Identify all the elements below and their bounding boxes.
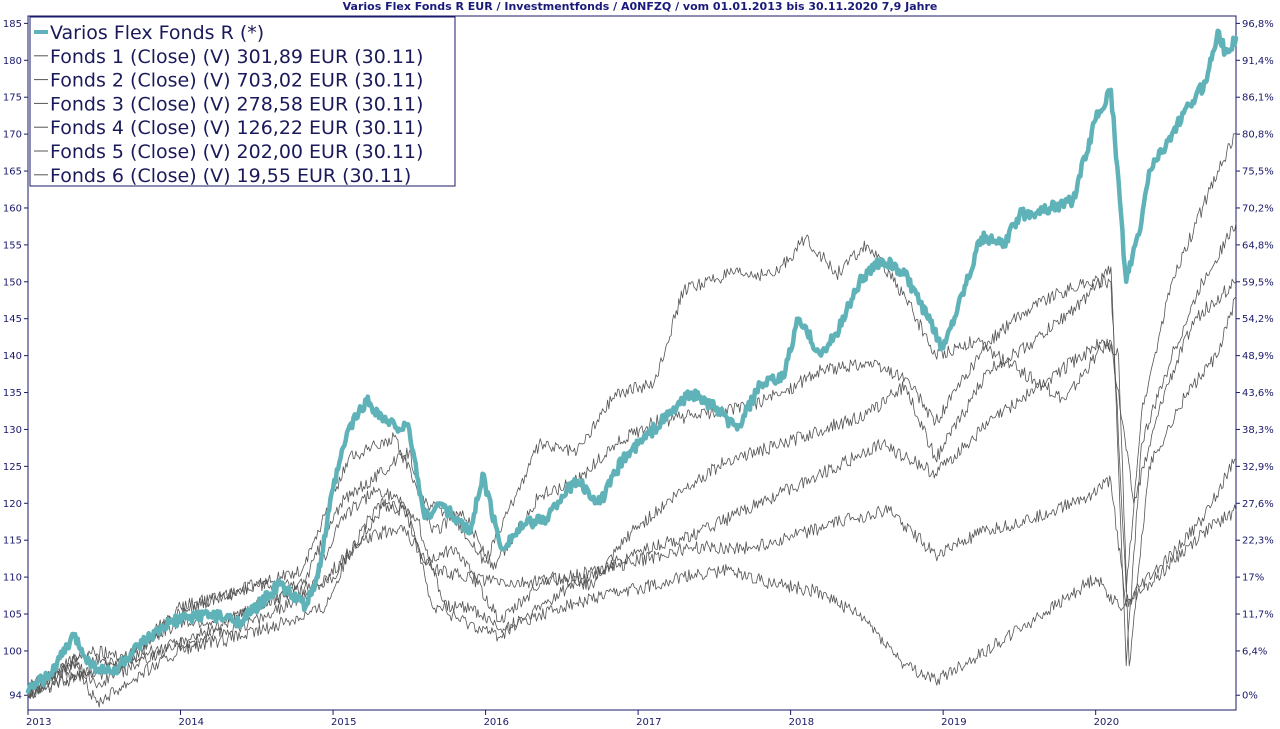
y-tick-label-right: 75,5% [1242,167,1274,178]
series-line [27,497,1237,699]
y-tick-label-left: 140 [3,351,22,362]
legend-label: Fonds 4 (Close) (V) 126,22 EUR (30.11) [50,117,423,139]
y-tick-label-left: 135 [3,388,22,399]
y-tick-label-left: 175 [3,93,22,104]
x-tick-label: 2017 [636,717,661,728]
y-tick-label-left: 105 [3,610,22,621]
x-tick-label: 2013 [26,717,51,728]
series-line [27,234,1237,690]
y-axis-left: 94 100 105 110 115 120 125 130 135 140 145 150 155 16… [3,19,28,702]
x-tick-label: 2014 [179,717,204,728]
y-tick-label-left: 115 [3,536,22,547]
legend-label: Varios Flex Fonds R (*) [50,22,264,44]
y-axis-right: 0% 6,4% 11,7% 17% 22,3% 27,6% 32,9% 38,3% 43,6% 4… [1236,19,1274,702]
y-tick-label-right: 64,8% [1242,240,1274,251]
y-tick-label-right: 59,5% [1242,277,1274,288]
y-tick-label-right: 80,8% [1242,130,1274,141]
y-tick-label-right: 27,6% [1242,499,1274,510]
y-tick-label-right: 11,7% [1242,610,1274,621]
x-tick-label: 2018 [789,717,814,728]
y-tick-label-right: 54,2% [1242,314,1274,325]
plot-border [27,15,1237,711]
y-tick-label-right: 70,2% [1242,203,1274,214]
x-axis: 2013 2014 2015 2016 2017 2018 2019 2020 [26,710,1119,728]
y-tick-label-right: 48,9% [1242,351,1274,362]
legend-label: Fonds 1 (Close) (V) 301,89 EUR (30.11) [50,46,423,68]
y-tick-label-left: 125 [3,462,22,473]
y-tick-label-left: 110 [3,573,22,584]
y-tick-label-left: 170 [3,130,22,141]
axis-frame [27,15,1237,711]
x-tick-label: 2020 [1094,717,1119,728]
x-tick-label: 2015 [331,717,356,728]
y-tick-label-left: 180 [3,56,22,67]
y-tick-label-left: 94 [9,691,22,702]
series-line [27,458,1237,699]
legend-label: Fonds 6 (Close) (V) 19,55 EUR (30.11) [50,165,411,187]
series-line-main [25,28,1239,694]
y-tick-label-left: 165 [3,167,22,178]
legend-label: Fonds 2 (Close) (V) 703,02 EUR (30.11) [50,70,423,92]
x-tick-label: 2016 [484,717,509,728]
chart-title: Varios Flex Fonds R EUR / Investmentfond… [342,0,938,13]
series-line [27,296,1237,708]
y-tick-label-right: 91,4% [1242,56,1274,67]
legend-label: Fonds 3 (Close) (V) 278,58 EUR (30.11) [50,93,423,115]
y-tick-label-right: 38,3% [1242,425,1274,436]
x-tick-label: 2019 [941,717,966,728]
y-tick-label-left: 150 [3,277,22,288]
y-tick-label-left: 185 [3,19,22,30]
series-line [27,133,1237,698]
y-tick-label-left: 100 [3,646,22,657]
y-tick-label-right: 22,3% [1242,536,1274,547]
legend-label: Fonds 5 (Close) (V) 202,00 EUR (30.11) [50,141,423,163]
y-tick-label-left: 130 [3,425,22,436]
legend: Varios Flex Fonds R (*)Fonds 1 (Close) (… [29,16,456,187]
y-tick-label-left: 120 [3,499,22,510]
series-group [25,28,1239,708]
y-tick-label-right: 32,9% [1242,462,1274,473]
y-tick-label-right: 43,6% [1242,388,1274,399]
series-line [27,222,1237,699]
y-tick-label-left: 155 [3,240,22,251]
y-tick-label-left: 160 [3,203,22,214]
y-tick-label-right: 6,4% [1242,646,1267,657]
y-tick-label-right: 96,8% [1242,19,1274,30]
y-tick-label-left: 145 [3,314,22,325]
legend-box [29,16,456,187]
y-tick-label-right: 17% [1242,573,1264,584]
y-tick-label-right: 0% [1242,691,1258,702]
y-tick-label-right: 86,1% [1242,93,1274,104]
